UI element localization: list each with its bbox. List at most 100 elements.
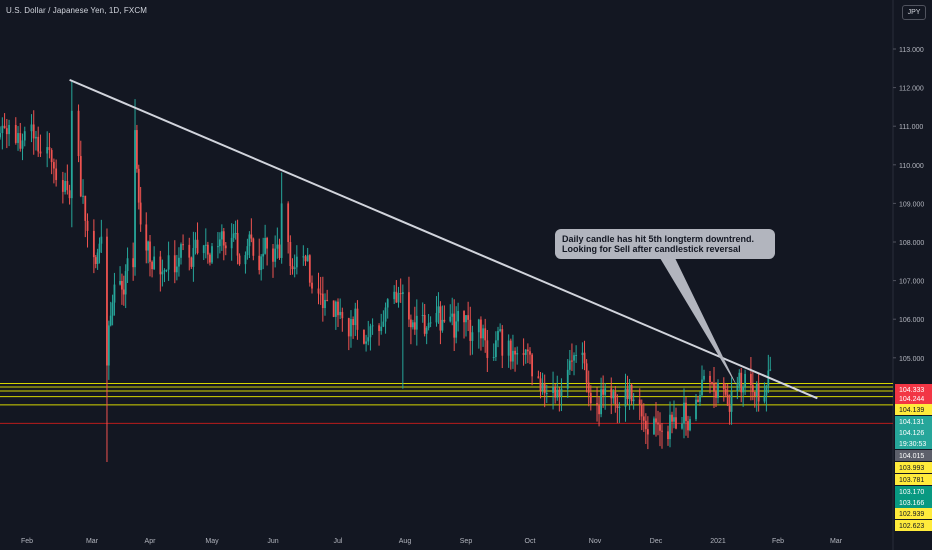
currency-badge[interactable]: JPY bbox=[902, 5, 926, 20]
candle-body bbox=[429, 322, 432, 324]
candle-body bbox=[683, 402, 685, 424]
candle-body bbox=[79, 156, 82, 197]
candle-body bbox=[539, 378, 542, 391]
candle-body bbox=[278, 244, 281, 258]
candle-body bbox=[573, 355, 575, 361]
candle-body bbox=[250, 234, 253, 239]
candle-body bbox=[61, 180, 64, 192]
candle-body bbox=[272, 248, 274, 262]
candle-body bbox=[276, 244, 279, 249]
candle-body bbox=[175, 266, 178, 273]
candle-body bbox=[371, 325, 374, 327]
annotation-line-2: Looking for Sell after candlestick rever… bbox=[562, 244, 741, 254]
candle-body bbox=[46, 147, 49, 154]
candle-body bbox=[709, 375, 711, 383]
candle-body bbox=[341, 311, 344, 319]
x-tick-label: Aug bbox=[399, 538, 412, 545]
candle-body bbox=[477, 319, 480, 333]
price-badge-label: 103.166 bbox=[899, 500, 924, 507]
candle-body bbox=[699, 395, 701, 402]
candle-body bbox=[571, 360, 573, 362]
candle-body bbox=[689, 419, 691, 431]
price-badge-label: 102.939 bbox=[899, 511, 924, 518]
candle-body bbox=[556, 389, 559, 398]
candle-body bbox=[441, 319, 444, 331]
candle-body bbox=[763, 395, 766, 402]
candle-body bbox=[77, 110, 80, 157]
price-badge bbox=[895, 462, 932, 473]
candle-body bbox=[196, 239, 199, 254]
price-badge-label: 103.993 bbox=[899, 465, 924, 472]
candle-body bbox=[494, 340, 497, 358]
candle-body bbox=[554, 387, 557, 398]
candle-body bbox=[136, 130, 138, 169]
candle-body bbox=[395, 291, 398, 303]
candle-body bbox=[5, 128, 8, 135]
candle-body bbox=[724, 389, 727, 395]
annotation-callout[interactable]: Daily candle has hit 5th longterm downtr… bbox=[555, 229, 775, 259]
candle-body bbox=[137, 168, 140, 203]
candle-body bbox=[646, 429, 649, 435]
candle-body bbox=[616, 404, 619, 408]
candle-body bbox=[209, 254, 211, 263]
candle-body bbox=[401, 292, 404, 294]
candle-body bbox=[246, 246, 249, 256]
candle-body bbox=[492, 357, 495, 359]
candle-body bbox=[453, 313, 456, 338]
candle-body bbox=[218, 239, 221, 247]
candle-body bbox=[178, 257, 180, 267]
y-tick-label: 112.000 bbox=[899, 86, 924, 93]
candle-body bbox=[350, 319, 352, 337]
candle-body bbox=[469, 319, 472, 341]
candle-body bbox=[537, 376, 540, 379]
candle-body bbox=[337, 301, 339, 316]
price-badge bbox=[895, 486, 932, 497]
candle-body bbox=[48, 147, 51, 151]
x-tick-label: Jun bbox=[267, 538, 278, 545]
candle-body bbox=[244, 255, 247, 265]
candle-body bbox=[369, 326, 372, 338]
candle-body bbox=[585, 363, 588, 383]
candle-body bbox=[98, 243, 101, 253]
candle-body bbox=[415, 315, 418, 330]
candle-body bbox=[163, 270, 166, 272]
price-badge-label: 102.623 bbox=[899, 523, 924, 530]
candle-body bbox=[167, 255, 170, 270]
candle-body bbox=[512, 350, 514, 362]
candle-body bbox=[334, 301, 337, 317]
candle-body bbox=[614, 391, 617, 405]
x-tick-label: Feb bbox=[772, 538, 784, 545]
candle-body bbox=[499, 329, 502, 331]
candle-body bbox=[750, 373, 752, 386]
candle-body bbox=[356, 308, 359, 330]
candle-body bbox=[443, 319, 446, 322]
candle-body bbox=[302, 256, 305, 258]
candle-body bbox=[630, 384, 633, 402]
candle-body bbox=[642, 416, 645, 421]
candle-body bbox=[347, 318, 350, 337]
chart-title: U.S. Dollar / Japanese Yen, 1D, FXCM bbox=[6, 6, 147, 15]
candle-body bbox=[352, 319, 355, 326]
candle-body bbox=[669, 414, 671, 440]
candle-body bbox=[153, 256, 156, 270]
candle-body bbox=[35, 136, 37, 139]
y-tick-label: 107.000 bbox=[899, 279, 924, 286]
candle-body bbox=[23, 131, 26, 141]
candle-body bbox=[644, 420, 647, 430]
candle-body bbox=[541, 383, 544, 391]
candle-body bbox=[659, 424, 661, 431]
candle-body bbox=[274, 248, 277, 262]
candle-body bbox=[202, 245, 205, 254]
candle-body bbox=[68, 190, 71, 199]
candle-body bbox=[486, 340, 489, 358]
candle-body bbox=[182, 244, 184, 246]
candle-body bbox=[744, 373, 746, 387]
candle-body bbox=[52, 162, 55, 169]
candle-body bbox=[339, 311, 342, 316]
candle-body bbox=[516, 353, 519, 355]
candle-body bbox=[439, 306, 442, 331]
candle-body bbox=[703, 375, 705, 380]
x-tick-label: Sep bbox=[460, 538, 473, 545]
candle-body bbox=[583, 352, 586, 364]
